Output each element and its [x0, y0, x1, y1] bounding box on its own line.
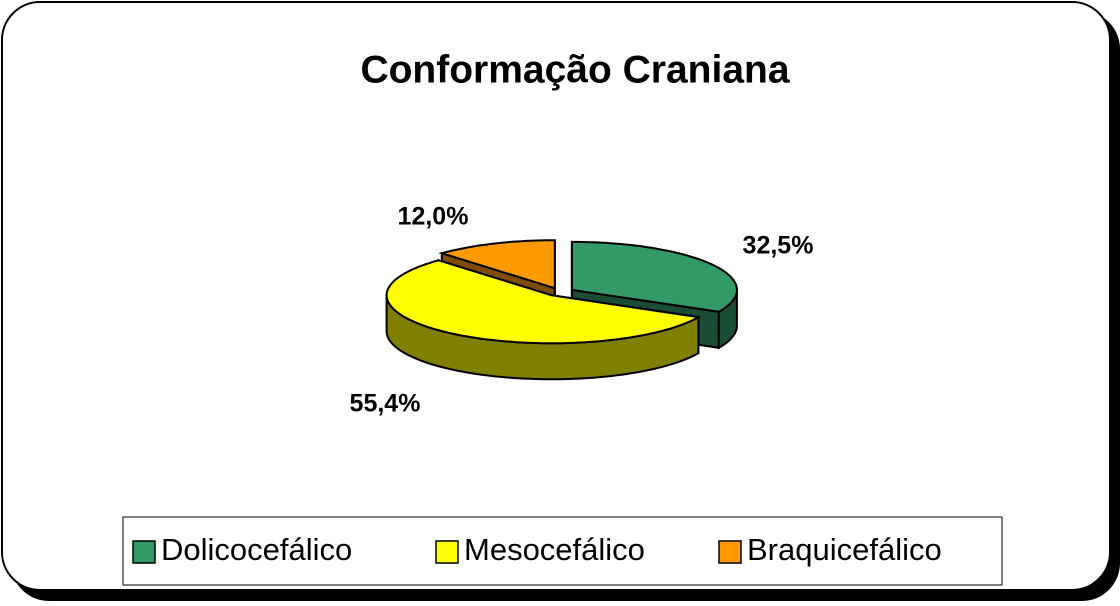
- legend-label: Mesocefálico: [464, 532, 645, 567]
- legend-swatch: [435, 540, 459, 564]
- legend-label: Braquicefálico: [747, 532, 942, 567]
- chart-title: Conformação Craniana: [360, 48, 789, 91]
- slice-top: [385, 259, 702, 345]
- data-label: 32,5%: [743, 232, 814, 260]
- legend-swatch: [718, 540, 742, 564]
- pie-slice: [385, 258, 702, 381]
- legend-box: [122, 516, 1003, 586]
- slice-top: [570, 240, 738, 313]
- data-label: 55,4%: [350, 390, 421, 418]
- legend-swatch: [132, 540, 156, 564]
- data-label: 12,0%: [398, 203, 469, 231]
- legend-label: Dolicocefálico: [161, 532, 352, 567]
- slice-top: [438, 239, 556, 290]
